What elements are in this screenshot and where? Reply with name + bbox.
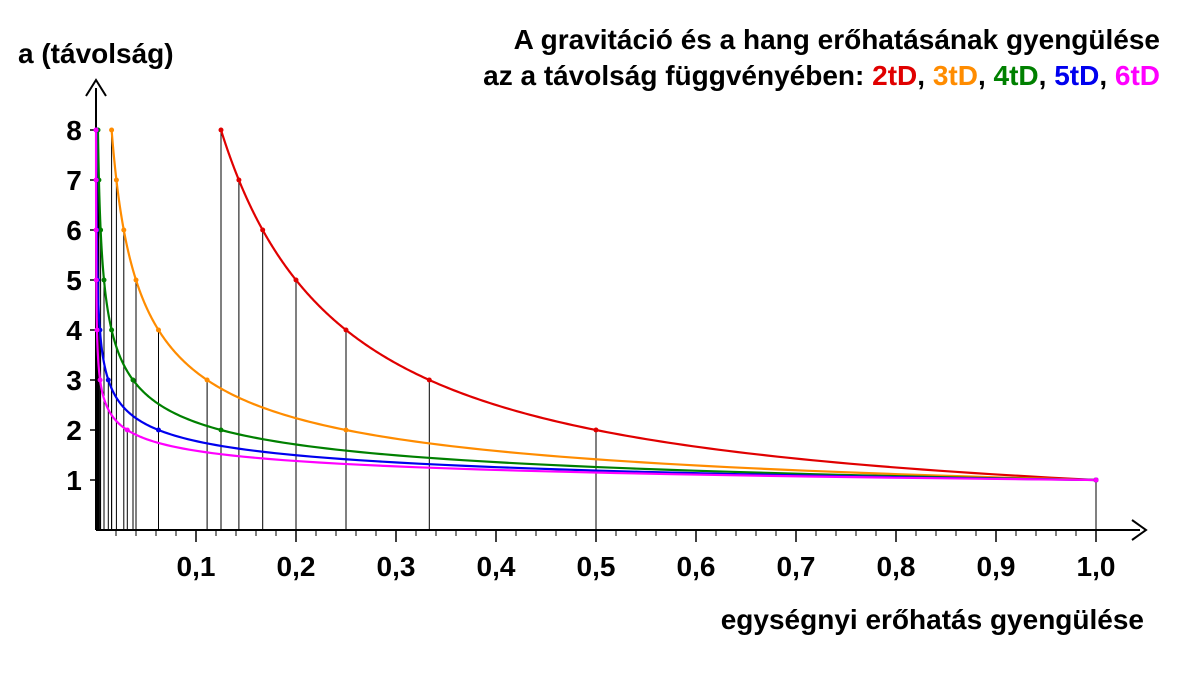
data-point-6tD bbox=[94, 178, 99, 183]
y-tick-label: 3 bbox=[66, 365, 82, 396]
series-line-3tD bbox=[112, 130, 1096, 480]
data-point-2tD bbox=[260, 228, 265, 233]
series-line-6tD bbox=[96, 130, 1096, 480]
y-tick-label: 1 bbox=[66, 465, 82, 496]
series-curves bbox=[96, 130, 1096, 480]
data-point-4tD bbox=[131, 378, 136, 383]
data-point-2tD bbox=[236, 178, 241, 183]
series-line-2tD bbox=[221, 130, 1096, 480]
y-tick-label: 8 bbox=[66, 115, 82, 146]
data-point-2tD bbox=[294, 278, 299, 283]
series-line-4tD bbox=[98, 130, 1096, 480]
legend-separator: , bbox=[1039, 60, 1055, 91]
chart-title-line1: A gravitáció és a hang erőhatásának gyen… bbox=[514, 24, 1160, 56]
data-point-6tD bbox=[125, 428, 130, 433]
x-tick-label: 0,6 bbox=[677, 551, 716, 582]
data-point-5tD bbox=[156, 428, 161, 433]
y-tick-label: 2 bbox=[66, 415, 82, 446]
chart-title-prefix: az a távolság függvényében: bbox=[483, 60, 872, 91]
y-tick-label: 5 bbox=[66, 265, 82, 296]
x-tick-label: 0,5 bbox=[577, 551, 616, 582]
data-point-2tD bbox=[427, 378, 432, 383]
data-point-2tD bbox=[594, 428, 599, 433]
x-tick-label: 0,2 bbox=[277, 551, 316, 582]
legend-separator: , bbox=[917, 60, 933, 91]
y-tick-label: 7 bbox=[66, 165, 82, 196]
data-point-4tD bbox=[219, 428, 224, 433]
data-point-3tD bbox=[134, 278, 139, 283]
series-line-5tD bbox=[96, 130, 1096, 480]
data-point-6tD bbox=[1094, 478, 1099, 483]
data-point-4tD bbox=[109, 328, 114, 333]
data-point-3tD bbox=[121, 228, 126, 233]
legend-entry-4tD: 4tD bbox=[994, 60, 1039, 91]
legend-separator: , bbox=[978, 60, 994, 91]
y-tick-label: 4 bbox=[66, 315, 82, 346]
x-tick-label: 0,8 bbox=[877, 551, 916, 582]
data-point-2tD bbox=[344, 328, 349, 333]
data-point-2tD bbox=[219, 128, 224, 133]
x-tick-label: 0,4 bbox=[477, 551, 516, 582]
x-tick-label: 1,0 bbox=[1077, 551, 1116, 582]
data-point-6tD bbox=[95, 328, 100, 333]
legend: 2tD, 3tD, 4tD, 5tD, 6tD bbox=[872, 60, 1160, 91]
y-tick-label: 6 bbox=[66, 215, 82, 246]
x-tick-label: 0,3 bbox=[377, 551, 416, 582]
x-tick-label: 0,1 bbox=[177, 551, 216, 582]
y-axis-label: a (távolság) bbox=[18, 38, 174, 70]
legend-entry-6tD: 6tD bbox=[1115, 60, 1160, 91]
data-point-3tD bbox=[156, 328, 161, 333]
data-point-3tD bbox=[109, 128, 114, 133]
y-tick-labels: 1 2 3 4 5 6 7 8 bbox=[66, 115, 82, 496]
legend-separator: , bbox=[1099, 60, 1115, 91]
x-tick-label: 0,7 bbox=[777, 551, 816, 582]
legend-entry-2tD: 2tD bbox=[872, 60, 917, 91]
x-tick-labels: 0,1 0,2 0,3 0,4 0,5 0,6 0,7 0,8 0,9 1,0 bbox=[177, 551, 1116, 582]
x-tick-label: 0,9 bbox=[977, 551, 1016, 582]
legend-entry-5tD: 5tD bbox=[1054, 60, 1099, 91]
data-point-6tD bbox=[94, 128, 99, 133]
legend-entry-3tD: 3tD bbox=[933, 60, 978, 91]
data-point-4tD bbox=[102, 278, 107, 283]
data-point-5tD bbox=[106, 378, 111, 383]
data-point-6tD bbox=[98, 378, 103, 383]
data-point-3tD bbox=[205, 378, 210, 383]
chart-title-line2: az a távolság függvényében: 2tD, 3tD, 4t… bbox=[483, 60, 1160, 92]
data-point-6tD bbox=[94, 228, 99, 233]
data-point-6tD bbox=[94, 278, 99, 283]
x-axis-label: egységnyi erőhatás gyengülése bbox=[721, 604, 1144, 636]
series-points bbox=[94, 128, 1099, 483]
data-point-3tD bbox=[114, 178, 119, 183]
data-point-3tD bbox=[344, 428, 349, 433]
